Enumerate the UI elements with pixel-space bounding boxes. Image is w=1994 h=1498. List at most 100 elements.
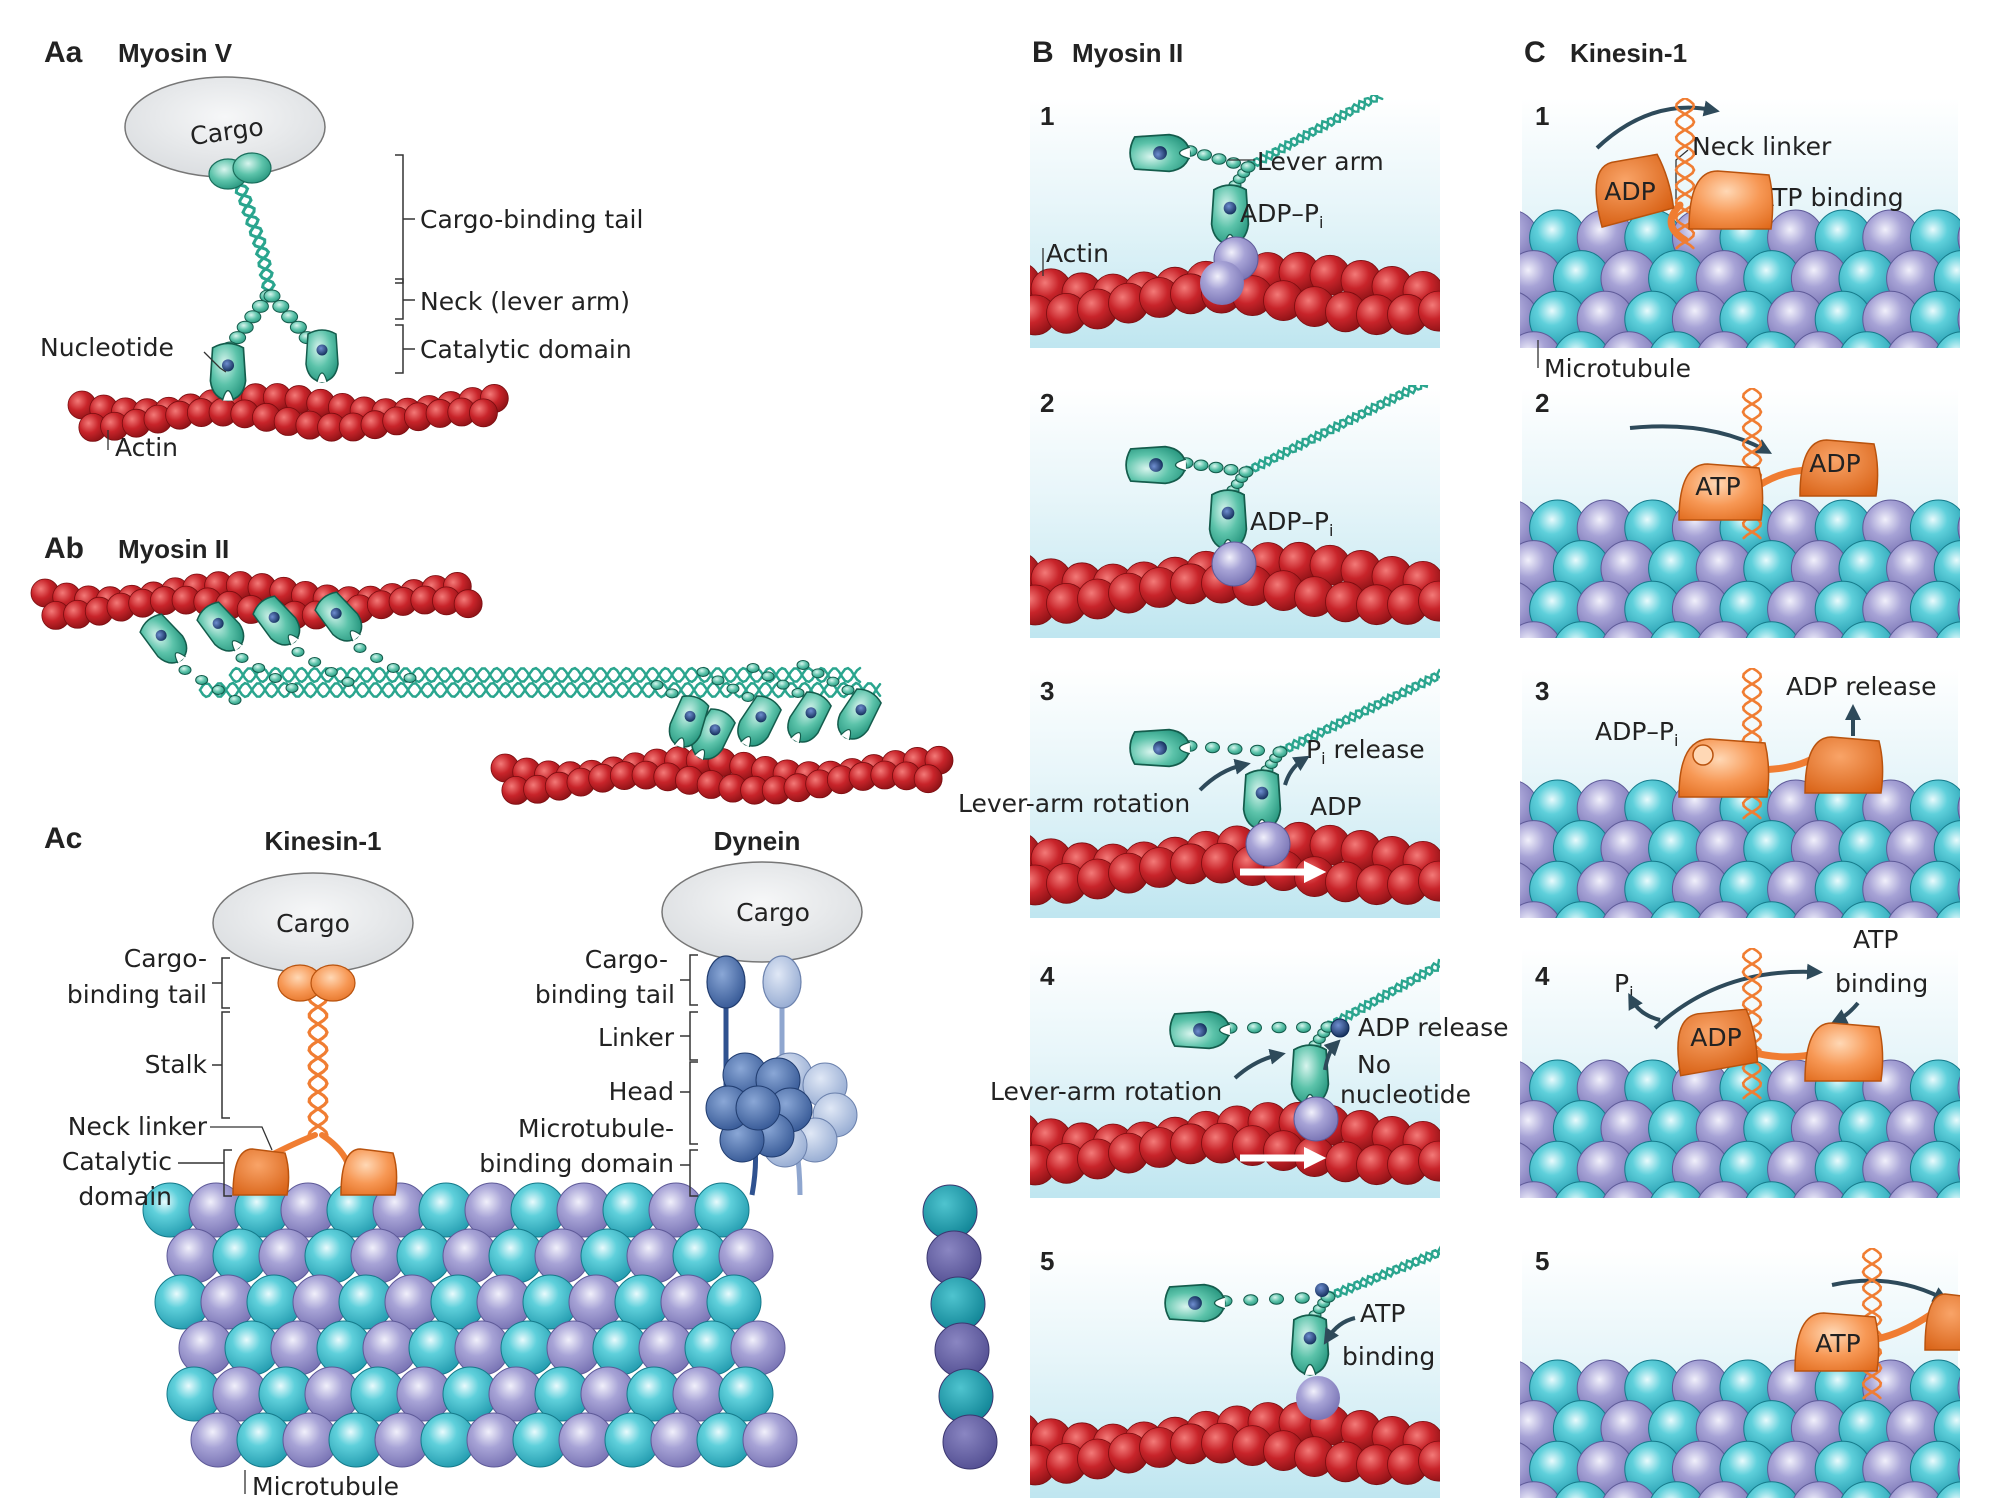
- tubulin-alpha: [1936, 901, 1960, 918]
- helix-strand: [1741, 948, 1763, 1100]
- helix-strand: [198, 681, 882, 699]
- nucleotide: [855, 704, 867, 716]
- tubulin-alpha: [1458, 622, 1514, 678]
- b3-pi-release: Pi release: [1306, 735, 1425, 768]
- c5-step-arrow: [1831, 1278, 1950, 1302]
- myosin-head: [139, 613, 188, 664]
- c-step-2-kinesin: [1678, 388, 1879, 540]
- myosin-head: [1290, 1314, 1330, 1376]
- myosin-cleft: [221, 390, 235, 401]
- c3-phosphate: [1692, 744, 1714, 766]
- kinesin-motor: [1804, 736, 1884, 794]
- tubulin-alpha: [1841, 331, 1893, 348]
- light-chain: [178, 665, 192, 675]
- panel-c-title: Kinesin-1: [1570, 38, 1687, 68]
- nucleotide: [1221, 506, 1235, 520]
- d-head-label: Head: [609, 1077, 674, 1106]
- kinesin-motor: [1677, 1008, 1759, 1077]
- myosin-head-detached: [1169, 1010, 1231, 1050]
- light-chain: [826, 676, 840, 687]
- d-bracket-tail: [680, 954, 698, 1006]
- c4-binding-arrow: [1830, 1001, 1860, 1024]
- myosin-cleft: [1303, 1363, 1317, 1376]
- light-chain: [403, 673, 417, 683]
- light-chain: [289, 320, 307, 334]
- overlay-structures: [232, 98, 1960, 1400]
- light-chain: [1227, 743, 1243, 755]
- tubulin-alpha: [1458, 541, 1514, 597]
- tubulin-alpha: [1650, 1481, 1703, 1498]
- helix-strand: [228, 666, 862, 684]
- b-step-2-number: 2: [1040, 388, 1054, 418]
- light-chain: [1205, 741, 1220, 754]
- b5-binding-arrow: [1323, 1316, 1356, 1345]
- tubulin-alpha: [706, 1274, 762, 1330]
- kinesin-head: [1794, 1312, 1880, 1372]
- light-chain: [1296, 1021, 1311, 1033]
- b4-rotation: Lever-arm rotation: [990, 1077, 1222, 1106]
- b5-binding-site: [1296, 1376, 1340, 1420]
- k-bracket-catalytic: [178, 1149, 232, 1197]
- kinesin-motor: [1804, 1022, 1884, 1082]
- helix-strand: [1326, 1245, 1440, 1302]
- tubulin-alpha: [1841, 1181, 1893, 1198]
- light-chain: [746, 663, 760, 673]
- b3-rotation: Lever-arm rotation: [958, 789, 1190, 818]
- helix-strand: [1278, 672, 1440, 754]
- light-chain: [791, 688, 805, 698]
- myosin-head: [209, 342, 247, 402]
- light-chain: [341, 677, 355, 687]
- myosin-head: [252, 595, 301, 646]
- nucleotide: [684, 710, 696, 722]
- tubulin-alpha: [1458, 251, 1514, 307]
- myosin-head: [1210, 184, 1250, 246]
- myosin-motor: [737, 695, 782, 747]
- tubulin-beta: [1520, 901, 1560, 918]
- myosin-head: [1242, 769, 1282, 831]
- d-bracket-mtbd: [680, 1149, 698, 1197]
- c5-atp-label: ATP: [1815, 1329, 1861, 1358]
- tubulin-alpha: [1650, 1181, 1703, 1198]
- lever-arm: [178, 665, 242, 705]
- d-bracket-head: [680, 1061, 698, 1145]
- panel-b-letter: B: [1032, 36, 1054, 69]
- myosin-motor: [1290, 1314, 1330, 1376]
- light-chain: [776, 679, 790, 690]
- tubulin-beta: [1888, 1181, 1941, 1198]
- label-cargo-binding-tail: Cargo-binding tail: [420, 205, 643, 234]
- k-stalk-label: Stalk: [145, 1050, 208, 1079]
- tubulin-alpha: [1936, 1181, 1960, 1198]
- d-tail-label-2: binding tail: [535, 980, 675, 1009]
- tubulin-beta: [1957, 796, 1960, 820]
- kinesin-head: [1595, 153, 1675, 228]
- tail-globe: [232, 152, 272, 184]
- tubulin-beta: [1888, 331, 1941, 348]
- dynein-cargo-shape: [661, 861, 863, 963]
- myosin-head-detached: [1164, 1283, 1226, 1323]
- tubulin-beta: [730, 1320, 786, 1376]
- nucleotide: [755, 711, 767, 723]
- light-chain: [244, 310, 262, 324]
- nucleotide: [1153, 741, 1167, 755]
- c4-binding: binding: [1835, 969, 1928, 998]
- tubulin-beta: [1603, 1481, 1655, 1498]
- panel-aa: Aa Myosin V Cargo Cargo-binding tail Nec…: [40, 36, 643, 462]
- helix-strand: [1244, 385, 1429, 477]
- kinesin-head: [1804, 736, 1884, 794]
- light-chain: [235, 653, 249, 663]
- kinesin-head: [1924, 1293, 1960, 1351]
- tubulin-alpha: [1745, 1481, 1798, 1498]
- myosin-motor: [305, 329, 339, 383]
- myosin-cleft: [1178, 146, 1191, 160]
- tubulin-beta: [1888, 901, 1941, 918]
- panel-ac-letter: Ac: [44, 822, 82, 855]
- myosin-cleft: [1174, 458, 1187, 472]
- panel-c: C Kinesin-1 1 Neck linker ATP binding Mi…: [1524, 36, 1950, 1302]
- myosin-cleft: [349, 630, 361, 642]
- light-chain: [796, 660, 810, 670]
- k-tail-label-1: Cargo-: [124, 944, 207, 973]
- light-chain: [308, 657, 322, 667]
- myosin-cleft: [174, 652, 186, 664]
- light-chain: [236, 320, 254, 334]
- light-chain: [841, 685, 855, 695]
